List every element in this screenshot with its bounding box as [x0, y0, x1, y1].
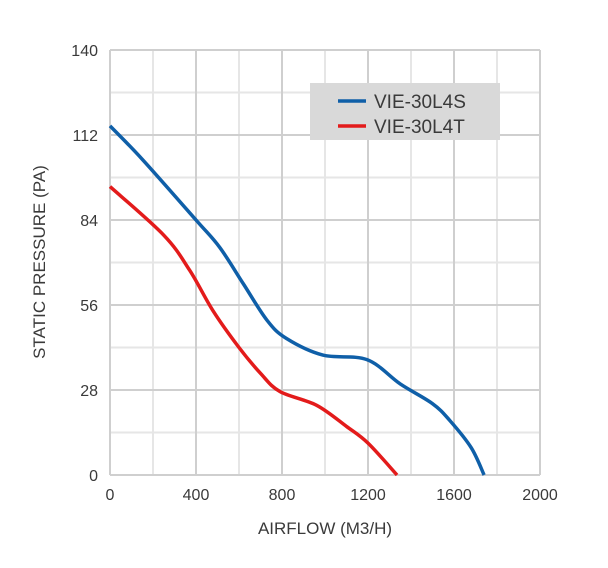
series-line-vie-30l4s — [108, 124, 486, 476]
x-tick-label: 1200 — [350, 487, 386, 504]
x-tick-label: 800 — [269, 487, 296, 504]
legend: VIE-30L4S VIE-30L4T — [310, 83, 500, 140]
grid — [109, 49, 541, 476]
series-lines — [108, 124, 486, 477]
x-tick-label: 400 — [183, 487, 210, 504]
x-tick-label: 0 — [106, 487, 115, 504]
y-tick-label: 112 — [72, 128, 98, 145]
series-line-vie-30l4t — [108, 185, 399, 477]
y-tick-label: 28 — [80, 383, 98, 400]
legend-label: VIE-30L4S — [374, 92, 466, 113]
y-tick-label: 84 — [80, 213, 98, 230]
legend-box — [310, 83, 500, 140]
axes: 0 400 800 1200 1600 2000 0 28 56 84 112 140 — [71, 43, 558, 504]
y-tick-label: 140 — [71, 43, 98, 60]
legend-label: VIE-30L4T — [374, 117, 465, 138]
x-tick-label: 2000 — [522, 487, 558, 504]
x-axis-label: AIRFLOW (M3/H) — [258, 519, 392, 538]
y-tick-label: 56 — [80, 298, 98, 315]
y-axis-label: STATIC PRESSURE (PA) — [30, 165, 49, 359]
y-tick-label: 0 — [89, 468, 98, 485]
x-tick-label: 1600 — [436, 487, 472, 504]
